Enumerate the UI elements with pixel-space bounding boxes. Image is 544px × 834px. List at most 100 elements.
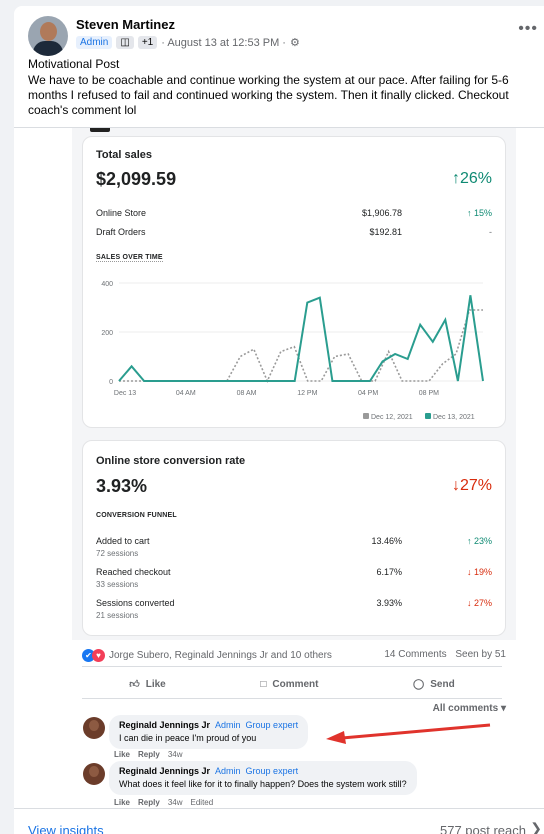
comment-button[interactable]: □ Comment xyxy=(260,678,319,690)
reactions-summary[interactable]: ✔ ♥ Jorge Subero, Reginald Jennings Jr a… xyxy=(82,649,332,662)
all-comments-dropdown[interactable]: All comments ▾ xyxy=(432,703,506,714)
expert-tag: Group expert xyxy=(245,720,299,730)
action-bar: 👍︎ Like □ Comment ◯ Send xyxy=(82,670,502,698)
send-button[interactable]: ◯ Send xyxy=(413,678,455,690)
image-top-bar xyxy=(90,128,110,132)
conversion-rate: 3.93% xyxy=(96,476,148,496)
comment-text: What does it feel like for it to finally… xyxy=(119,779,407,789)
messenger-icon: ◯ xyxy=(413,678,425,690)
row-change: ↑ 15% xyxy=(466,208,492,218)
row-sessions: 21 sessions xyxy=(96,611,139,620)
seen-by[interactable]: Seen by 51 xyxy=(455,649,506,660)
y-tick-label: 200 xyxy=(101,330,113,337)
admin-tag: Admin xyxy=(215,720,241,730)
legend-label: Dec 12, 2021 xyxy=(371,414,413,421)
commenter-avatar[interactable] xyxy=(83,763,105,785)
row-change: ↑ 23% xyxy=(466,536,492,546)
post-image[interactable]: Total sales $2,099.59 ↑26% Online Store … xyxy=(72,128,516,640)
row-label: Sessions converted xyxy=(96,598,175,608)
row-label: Draft Orders xyxy=(96,227,146,237)
row-value: 6.17% xyxy=(376,567,402,577)
expert-tag: Group expert xyxy=(245,766,299,776)
more-options-icon[interactable]: ••• xyxy=(518,20,538,37)
comment-text: I can die in peace I'm proud of you xyxy=(119,733,257,743)
comment-bubble: Reginald Jennings Jr Admin Group expert Wh… xyxy=(109,761,417,795)
divider xyxy=(14,127,544,128)
post-body: We have to be coachable and continue wor… xyxy=(28,73,509,117)
post-card: Steven Martinez Admin ◫ +1 · August 13 a… xyxy=(14,6,544,834)
row-value: 3.93% xyxy=(376,598,402,608)
sales-row-draft: Draft Orders $192.81 - xyxy=(96,227,492,237)
chevron-down-icon: ▾ xyxy=(500,703,506,714)
total-sales-panel: Total sales $2,099.59 ↑26% Online Store … xyxy=(82,136,506,428)
chart-title: SALES OVER TIME xyxy=(96,254,163,262)
comment-reply-link[interactable]: Reply xyxy=(138,798,160,807)
divider xyxy=(82,698,502,699)
red-arrow-annotation xyxy=(326,723,491,744)
row-change: ↓ 19% xyxy=(466,567,492,577)
y-tick-label: 0 xyxy=(109,379,113,386)
like-button[interactable]: 👍︎ Like xyxy=(129,678,166,691)
funnel-title: CONVERSION FUNNEL xyxy=(96,512,177,519)
x-tick-label: Dec 13 xyxy=(114,390,136,397)
author-avatar[interactable] xyxy=(28,16,68,56)
row-value: $1,906.78 xyxy=(361,208,402,218)
row-value: 13.46% xyxy=(371,536,402,546)
row-change: - xyxy=(489,227,492,237)
sales-row-online: Online Store $1,906.78 ↑ 15% xyxy=(96,208,492,218)
group-badge-icon[interactable]: ◫ xyxy=(116,36,134,49)
row-sessions: 72 sessions xyxy=(96,549,139,558)
like-reaction-icon: ✔ xyxy=(82,649,95,662)
comment-like-link[interactable]: Like xyxy=(114,750,131,759)
series-line xyxy=(118,295,484,382)
arrow-head xyxy=(326,731,346,744)
comment-age[interactable]: 34w xyxy=(167,750,183,759)
x-tick-label: 08 PM xyxy=(419,390,439,397)
comment-actions: Like Reply 34w xyxy=(114,750,183,759)
funnel-row: Added to cart 72 sessions 13.46% ↑ 23% xyxy=(96,536,492,558)
comment-icon: □ xyxy=(260,678,267,690)
post-title: Motivational Post xyxy=(28,57,120,71)
sales-change: ↑26% xyxy=(451,170,492,187)
comment-reply-link[interactable]: Reply xyxy=(138,750,160,759)
legend-swatch xyxy=(363,413,369,419)
post-timestamp[interactable]: · August 13 at 12:53 PM · xyxy=(161,36,286,49)
x-tick-label: 12 PM xyxy=(297,390,317,397)
x-tick-label: 08 AM xyxy=(237,390,257,397)
sales-title: Total sales xyxy=(96,149,153,161)
row-sessions: 33 sessions xyxy=(96,580,139,589)
chevron-right-icon[interactable]: ❯ xyxy=(530,820,542,834)
author-name[interactable]: Steven Martinez xyxy=(76,17,175,32)
comment-age[interactable]: 34w xyxy=(167,798,183,807)
globe-icon: ⚙ xyxy=(289,37,300,49)
row-label: Online Store xyxy=(96,208,147,218)
funnel-row: Reached checkout 33 sessions 6.17% ↓ 19% xyxy=(96,567,492,589)
comment-edited: Edited xyxy=(190,798,214,807)
x-tick-label: 04 PM xyxy=(358,390,378,397)
more-badges[interactable]: +1 xyxy=(137,36,158,49)
view-insights-link[interactable]: View insights xyxy=(28,823,104,834)
admin-badge[interactable]: Admin xyxy=(76,36,113,49)
comment-bubble: Reginald Jennings Jr Admin Group expert I … xyxy=(109,715,309,749)
comment-like-link[interactable]: Like xyxy=(114,798,131,807)
post-stats: 14 Comments Seen by 51 xyxy=(384,649,506,660)
conversion-panel: Online store conversion rate 3.93% ↓27% … xyxy=(82,440,506,636)
post-meta: Admin ◫ +1 · August 13 at 12:53 PM · ⚙ xyxy=(76,36,300,49)
funnel-row: Sessions converted 21 sessions 3.93% ↓ 2… xyxy=(96,598,492,620)
reaction-names[interactable]: Jorge Subero, Reginald Jennings Jr and 1… xyxy=(109,650,332,661)
conversion-change: ↓27% xyxy=(451,477,492,494)
post-reach[interactable]: 577 post reach xyxy=(439,823,526,834)
conversion-title: Online store conversion rate xyxy=(96,455,246,467)
row-change: ↓ 27% xyxy=(466,598,492,608)
legend-label: Dec 13, 2021 xyxy=(433,414,475,421)
comment-actions: Like Reply 34w Edited xyxy=(114,798,213,807)
comments-count[interactable]: 14 Comments xyxy=(384,649,447,660)
row-value: $192.81 xyxy=(369,227,402,237)
commenter-avatar[interactable] xyxy=(83,717,105,739)
commenter-name[interactable]: Reginald Jennings Jr xyxy=(119,766,211,776)
y-tick-label: 400 xyxy=(101,281,113,288)
x-tick-label: 04 AM xyxy=(176,390,196,397)
love-reaction-icon: ♥ xyxy=(92,649,105,662)
commenter-name[interactable]: Reginald Jennings Jr xyxy=(119,720,211,730)
